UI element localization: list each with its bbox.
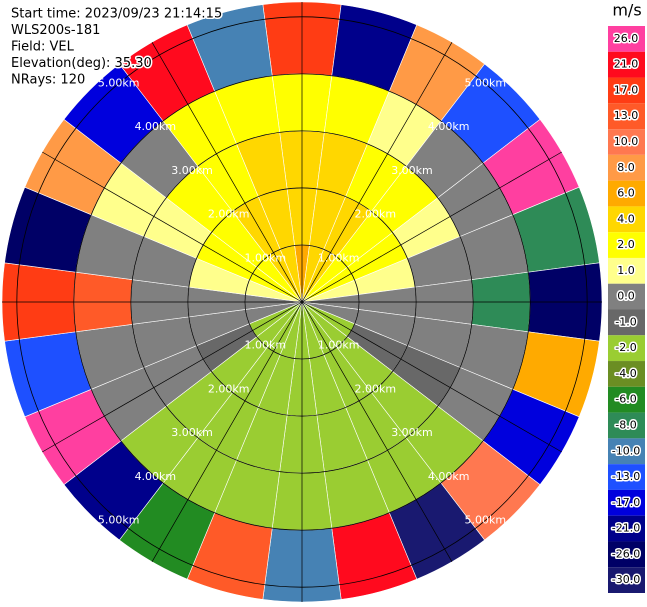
colorbar-label: 13.0 xyxy=(614,109,639,122)
range-ring xyxy=(73,73,531,531)
spoke xyxy=(42,301,303,453)
colorbar-label: 21.0 xyxy=(614,58,639,71)
colorbar-box xyxy=(608,26,645,52)
colorbar-label: 8.0 xyxy=(617,161,635,174)
colorbar-label: 1.0 xyxy=(617,264,635,277)
colorbar-box xyxy=(608,232,645,258)
colorbar-label: 26.0 xyxy=(614,32,639,45)
range-ring xyxy=(16,16,588,588)
colorbar-box xyxy=(608,103,645,130)
colorbar-unit: m/s xyxy=(612,1,641,20)
range-ring-label: 4.00km xyxy=(428,470,470,483)
header: Start time: 2023/09/23 21:14:15WLS200s-1… xyxy=(10,5,224,89)
spoke xyxy=(151,301,303,562)
colorbar-label: -1.0 xyxy=(615,315,636,328)
colorbar-box xyxy=(608,51,645,78)
colorbar-box xyxy=(608,180,645,207)
range-ring-label: 4.00km xyxy=(428,120,470,133)
spoke xyxy=(151,42,303,303)
header-line: Field: VEL xyxy=(11,40,75,55)
colorbar-box xyxy=(608,515,645,542)
range-ring-label: 3.00km xyxy=(171,164,213,177)
colorbar-label: -8.0 xyxy=(615,418,636,431)
colorbar-box xyxy=(608,129,645,155)
header-line: NRays: 120 xyxy=(11,73,85,88)
colorbar-box xyxy=(608,567,645,593)
header-line: Start time: 2023/09/23 21:14:15 xyxy=(11,7,222,22)
colorbar-label: 2.0 xyxy=(617,238,635,251)
range-ring-label: 3.00km xyxy=(391,426,433,439)
colorbar-box xyxy=(608,361,645,387)
colorbar-label: 10.0 xyxy=(614,135,639,148)
colorbar-box xyxy=(608,154,645,181)
colorbar-box xyxy=(608,489,645,516)
range-ring-label: 2.00km xyxy=(355,208,397,221)
range-ring-label: 5.00km xyxy=(98,77,140,90)
colorbar-box xyxy=(608,541,645,568)
range-ring-label: 2.00km xyxy=(355,382,397,395)
colorbar-box xyxy=(608,438,645,465)
colorbar-box xyxy=(608,464,645,490)
range-ring xyxy=(130,130,474,474)
colorbar-box xyxy=(608,309,645,336)
range-ring-label: 3.00km xyxy=(391,164,433,177)
range-ring-label: 1.00km xyxy=(245,251,287,264)
colorbar-label: -4.0 xyxy=(615,367,636,380)
spoke xyxy=(301,301,562,453)
range-ring-label: 2.00km xyxy=(208,208,250,221)
range-ring-label: 2.00km xyxy=(208,382,250,395)
spoke xyxy=(301,301,453,562)
colorbar: 26.0 21.0 17.0 13.0 10.0 8.0 6.0 4.0 2.0 1.0 0.0 -1… xyxy=(608,26,645,593)
range-ring-label: 4.00km xyxy=(135,470,177,483)
range-ring-label: 3.00km xyxy=(171,426,213,439)
overlay: 1.00km 1.00km 1.00km 1.00km 2.00km 2.00km 2.00… xyxy=(2,2,602,602)
spoke xyxy=(42,151,303,303)
colorbar-label: -2.0 xyxy=(615,341,636,354)
range-ring xyxy=(244,244,360,360)
colorbar-label: -10.0 xyxy=(612,444,640,457)
colorbar-label: -6.0 xyxy=(615,393,636,406)
colorbar-label: -21.0 xyxy=(612,522,640,535)
spoke xyxy=(301,42,453,303)
ppi-plot xyxy=(1,1,603,603)
colorbar-label: 0.0 xyxy=(617,290,635,303)
range-ring xyxy=(187,187,417,417)
colorbar-box xyxy=(608,77,645,104)
range-ring-label: 5.00km xyxy=(98,513,140,526)
colorbar-label: 6.0 xyxy=(617,187,635,200)
colorbar-label: -26.0 xyxy=(612,547,640,560)
range-ring-label: 1.00km xyxy=(318,251,360,264)
colorbar-box xyxy=(608,386,645,413)
colorbar-label: 17.0 xyxy=(614,83,639,96)
header-line: WLS200s-181 xyxy=(11,23,100,38)
colorbar-label: 4.0 xyxy=(617,212,635,225)
range-ring-label: 1.00km xyxy=(318,339,360,352)
colorbar-label: -13.0 xyxy=(612,470,640,483)
spoke xyxy=(301,151,562,303)
header-line: Elevation(deg): 35.30 xyxy=(11,56,152,71)
colorbar-label: -17.0 xyxy=(612,496,640,509)
colorbar-box xyxy=(608,257,645,284)
range-ring-label: 5.00km xyxy=(465,513,507,526)
colorbar-box xyxy=(608,335,645,362)
colorbar-label: -30.0 xyxy=(612,573,640,586)
colorbar-box xyxy=(608,412,645,439)
colorbar-box xyxy=(608,283,645,310)
range-ring-label: 5.00km xyxy=(465,77,507,90)
range-ring-label: 4.00km xyxy=(135,120,177,133)
range-ring-label: 1.00km xyxy=(245,339,287,352)
colorbar-box xyxy=(608,206,645,233)
